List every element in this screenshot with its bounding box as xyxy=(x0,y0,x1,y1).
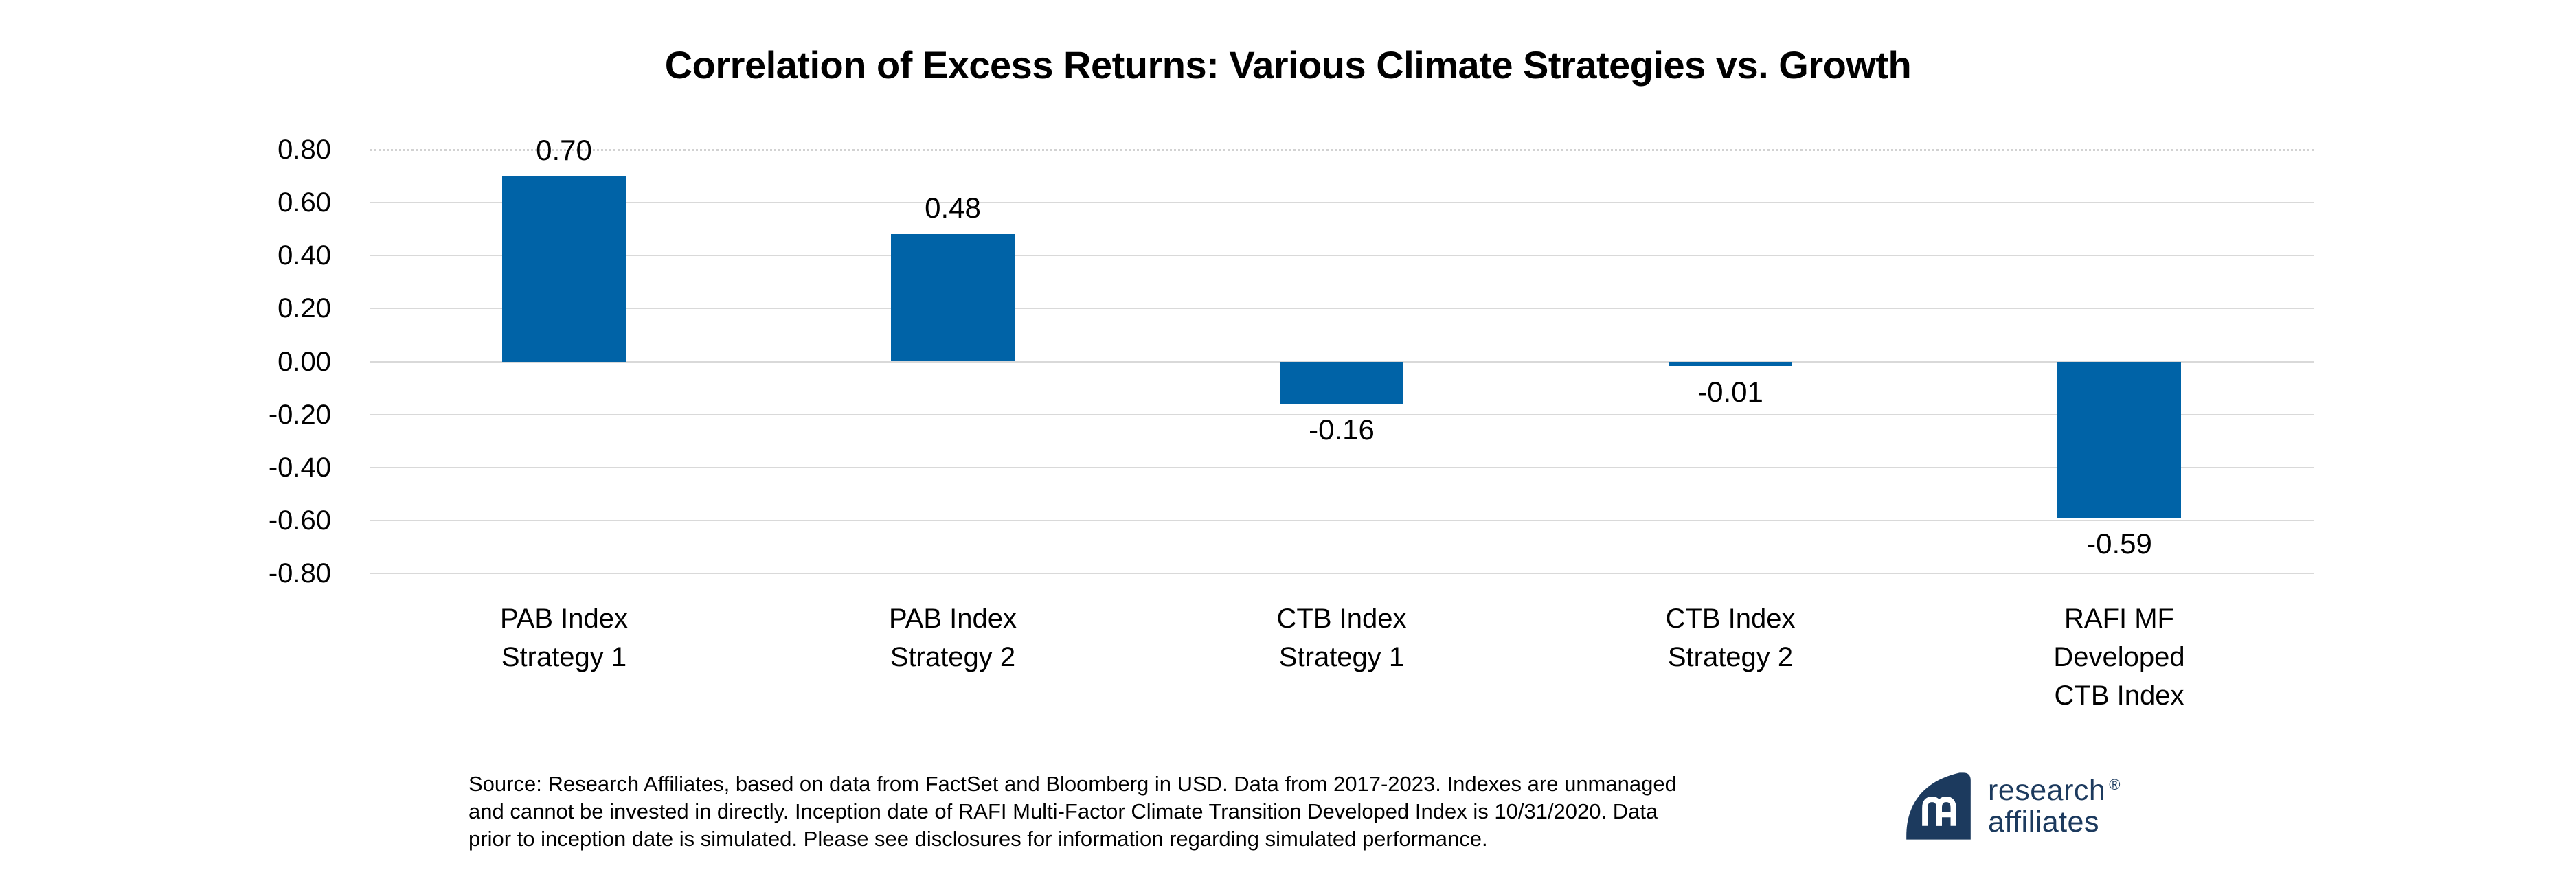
bar xyxy=(502,176,626,362)
bar xyxy=(2057,361,2181,518)
source-note: Source: Research Affiliates, based on da… xyxy=(468,770,1677,853)
bar xyxy=(1280,361,1403,404)
y-axis-tick-label: -0.60 xyxy=(268,505,331,536)
bar-value-label: -0.01 xyxy=(1697,375,1763,408)
bar-value-label: -0.16 xyxy=(1309,413,1375,446)
category-label-line: CTB Index xyxy=(1276,604,1407,634)
category-label-line: Developed xyxy=(2053,642,2185,672)
logo-brand-line-2: affiliates xyxy=(1988,805,2099,838)
ra-logo-mark-icon xyxy=(1906,772,1971,840)
y-axis-tick-label: -0.20 xyxy=(268,399,331,430)
category-label: CTB Index Strategy 2 xyxy=(1536,599,1925,676)
bar xyxy=(891,234,1015,362)
gridline xyxy=(370,149,2314,151)
logo-brand-line-1: research ® xyxy=(1988,775,2121,806)
category-label-line: PAB Index xyxy=(888,604,1017,634)
logo-brand-research: research xyxy=(1988,774,2106,807)
category-label-line: Strategy 1 xyxy=(1278,642,1405,672)
gridline xyxy=(370,308,2314,310)
bar-value-label: -0.59 xyxy=(2086,527,2152,560)
gridline xyxy=(370,255,2314,257)
y-axis-tick-label: 0.20 xyxy=(278,293,331,324)
y-axis-tick-label: 0.60 xyxy=(278,187,331,218)
gridline xyxy=(370,202,2314,204)
category-label-line: Strategy 2 xyxy=(1667,642,1794,672)
category-label: CTB Index Strategy 1 xyxy=(1147,599,1536,676)
category-label-line: Strategy 2 xyxy=(890,642,1016,672)
y-axis-tick-label: 0.40 xyxy=(278,240,331,271)
y-axis-tick-label: 0.00 xyxy=(278,346,331,377)
category-label-line: Strategy 1 xyxy=(501,642,627,672)
source-note-line-2: and cannot be invested in directly. Ince… xyxy=(468,799,1658,823)
category-label-line: PAB Index xyxy=(499,604,629,634)
category-label: PAB Index Strategy 2 xyxy=(758,599,1147,676)
bar xyxy=(1669,361,1792,366)
category-label: PAB Index Strategy 1 xyxy=(370,599,758,676)
category-label-line: RAFI MF xyxy=(2064,604,2174,634)
source-note-line-3: prior to inception date is simulated. Pl… xyxy=(468,827,1488,851)
gridline xyxy=(370,413,2314,415)
category-label-line: CTB Index xyxy=(2054,680,2184,711)
y-axis-tick-label: -0.40 xyxy=(268,452,331,483)
category-label: RAFI MF Developed CTB Index xyxy=(1925,599,2314,715)
gridline xyxy=(370,519,2314,521)
research-affiliates-logo: research ® affiliates xyxy=(1901,766,2121,846)
logo-wordmark: research ® affiliates xyxy=(1988,766,2121,838)
gridline xyxy=(370,466,2314,468)
y-axis-tick-label: -0.80 xyxy=(268,558,331,588)
y-axis-tick-label: 0.80 xyxy=(278,135,331,165)
category-label-line: CTB Index xyxy=(1665,604,1796,634)
chart-title: Correlation of Excess Returns: Various C… xyxy=(664,43,1912,87)
gridline xyxy=(370,573,2314,574)
registered-trademark: ® xyxy=(2109,775,2121,793)
bar-value-label: 0.70 xyxy=(536,133,592,166)
source-note-line-1: Source: Research Affiliates, based on da… xyxy=(468,772,1677,796)
bar-value-label: 0.48 xyxy=(925,192,981,225)
